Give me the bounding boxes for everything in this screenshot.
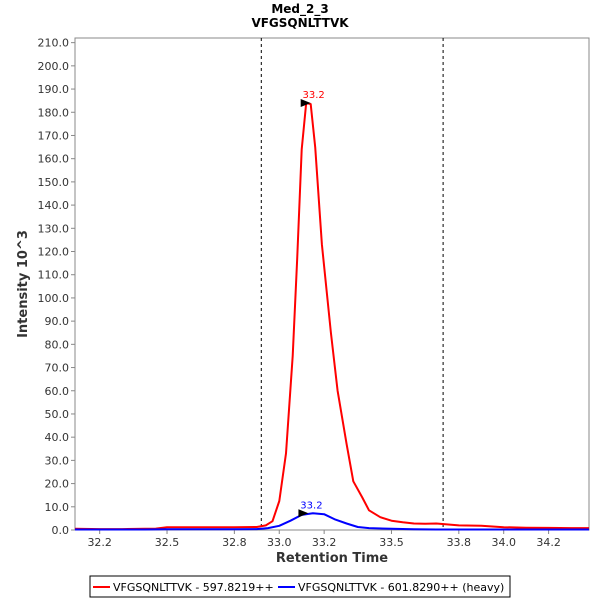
y-tick-label: 170.0 [38,129,70,142]
y-tick-label: 190.0 [38,83,70,96]
x-axis-ticks: 32.2 32.5 32.8 33.0 33.2 33.5 33.8 34.0 34.2 [87,530,561,549]
x-axis-label: Retention Time [276,551,388,566]
x-tick-label: 33.8 [447,536,472,549]
y-tick-label: 90.0 [45,315,70,328]
chart-subtitle: VFGSQNLTTVK [251,16,349,30]
x-tick-label: 33.2 [312,536,337,549]
series-line-heavy [75,512,589,531]
x-tick-label: 33.0 [267,536,292,549]
y-tick-label: 10.0 [45,501,70,514]
y-tick-label: 160.0 [38,153,70,166]
y-tick-label: 150.0 [38,176,70,189]
y-axis-ticks: 0.0 10.0 20.0 30.0 40.0 50.0 60.0 70.0 80.0 90.0 1… [38,37,75,537]
series-lines [74,102,589,531]
peak-arrow-icon [300,98,311,107]
y-tick-label: 100.0 [38,292,70,305]
y-tick-label: 50.0 [45,408,70,421]
y-tick-label: 70.0 [45,362,70,375]
y-tick-label: 210.0 [38,37,70,50]
legend-box [89,575,511,598]
y-tick-label: 140.0 [38,199,70,212]
y-tick-label: 80.0 [45,338,70,351]
y-tick-label: 120.0 [38,246,70,259]
legend-label-heavy: VFGSQNLTTVK - 601.8290++ (heavy) [298,581,504,594]
y-tick-label: 180.0 [38,106,70,119]
y-tick-label: 130.0 [38,222,70,235]
peak-label: 33.2 [303,90,325,101]
peak-label: 33.2 [300,500,322,511]
y-tick-label: 20.0 [45,478,70,491]
y-tick-label: 0.0 [52,524,70,537]
y-tick-label: 200.0 [38,60,70,73]
y-tick-label: 60.0 [45,385,70,398]
y-axis-label: Intensity 10^3 [16,230,31,338]
x-tick-label: 34.0 [491,536,516,549]
chart-title: Med_2_3 [271,2,328,17]
y-tick-label: 40.0 [45,431,70,444]
y-tick-label: 30.0 [45,454,70,467]
x-tick-label: 34.2 [536,536,561,549]
integration-boundaries [260,38,444,530]
x-tick-label: 32.2 [87,536,112,549]
y-tick-label: 110.0 [38,269,70,282]
legend-label-light: VFGSQNLTTVK - 597.8219++ [113,581,274,594]
series-line-light [74,102,589,531]
peak-markers: 33.2 33.2 [298,90,325,518]
x-tick-label: 32.5 [155,536,180,549]
peak-arrow-icon [298,509,309,518]
plot-area [74,37,590,531]
x-tick-label: 32.8 [222,536,247,549]
legend: VFGSQNLTTVK - 597.8219++ VFGSQNLTTVK - 6… [89,575,511,598]
x-tick-label: 33.5 [379,536,404,549]
